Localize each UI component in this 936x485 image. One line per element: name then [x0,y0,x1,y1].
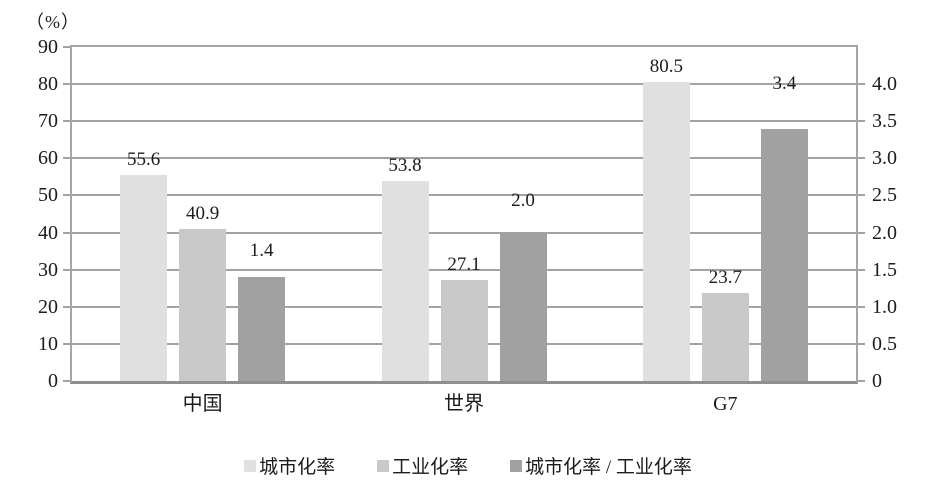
right-tick-3 [858,157,865,160]
right-tick-2.5 [858,194,865,197]
left-axis-label-60: 60 [38,147,58,170]
left-axis-label-20: 20 [38,295,58,318]
left-tick-30 [63,268,70,271]
gridline-40 [72,231,856,234]
bar-value-label: 40.9 [186,203,220,225]
right-axis-label-1.0: 1.0 [872,295,897,318]
gridline-60 [72,157,856,160]
bar-value-label: 2.0 [511,190,535,211]
left-tick-50 [63,194,70,197]
bar-value-label: 53.8 [388,155,422,177]
left-axis-label-30: 30 [38,258,58,281]
bar-series3-中国 [238,277,286,381]
bar-series2-中国 [179,229,227,381]
legend: 城市化率 工业化率 城市化率 / 工业化率 [0,452,936,479]
right-axis-label-1.5: 1.5 [872,258,897,281]
legend-item-3: 城市化率 / 工业化率 [510,452,692,479]
category-label-世界: 世界 [444,393,484,415]
right-axis-label-3.5: 3.5 [872,110,897,133]
right-axis-label-0.5: 0.5 [872,332,897,355]
left-axis-label-0: 0 [48,370,58,392]
legend-label: 城市化率 [259,457,336,478]
left-tick-70 [63,120,70,123]
right-tick-2 [858,231,865,234]
right-axis-label-2.0: 2.0 [872,221,897,244]
bar-value-label: 27.1 [447,254,481,276]
left-axis-label-90: 90 [38,36,58,58]
left-tick-60 [63,157,70,160]
legend-swatch-icon [377,459,390,472]
right-axis-label-2.5: 2.5 [872,184,897,207]
left-tick-90 [63,46,70,48]
gridline-50 [72,194,856,197]
left-axis-label-10: 10 [38,332,58,355]
bar-value-label: 23.7 [708,267,742,289]
bar-series1-中国 [120,174,168,381]
left-tick-20 [63,305,70,308]
right-tick-3.5 [858,120,865,123]
left-axis-label-80: 80 [38,73,58,96]
left-tick-0 [63,380,70,382]
left-tick-40 [63,231,70,234]
bar-series2-世界 [440,280,488,381]
legend-swatch-icon [244,459,257,472]
legend-swatch-icon [510,459,523,472]
plot-area: 55.6 53.8 80.5 40.9 27.1 23.7 1.4 2.0 3.4 [63,45,865,384]
right-axis-label-4.0: 4.0 [872,73,897,96]
right-tick-1 [858,305,865,308]
bar-value-label: 55.6 [127,148,161,170]
right-tick-1.5 [858,268,865,271]
left-axis-label-50: 50 [38,184,58,207]
bar-series3-G7 [760,128,808,381]
left-axis-unit-label: （%） [26,12,80,32]
gridline-30 [72,268,856,271]
bar-series2-G7 [701,293,749,381]
legend-label: 城市化率 / 工业化率 [525,457,692,478]
legend-label: 工业化率 [392,457,469,478]
legend-item-2: 工业化率 [377,452,468,479]
category-label-G7: G7 [713,393,738,415]
bar-series1-G7 [642,82,690,381]
left-tick-10 [63,342,70,345]
gridline-70 [72,120,856,123]
bar-value-label: 80.5 [649,56,683,78]
left-axis-label-40: 40 [38,221,58,244]
left-axis-label-70: 70 [38,110,58,133]
right-tick-0 [858,380,865,382]
bar-series1-世界 [381,181,429,381]
gridline-80 [72,83,856,86]
bar-value-label: 1.4 [249,240,274,262]
bar-series3-世界 [499,232,547,381]
legend-item-1: 城市化率 [244,452,335,479]
right-tick-0.5 [858,342,865,345]
left-tick-80 [63,83,70,86]
right-axis-label-3.0: 3.0 [872,147,897,170]
bar-value-label: 3.4 [772,73,797,95]
category-label-中国: 中国 [182,393,223,415]
right-tick-4 [858,83,865,86]
right-axis-label-0: 0 [872,370,882,392]
